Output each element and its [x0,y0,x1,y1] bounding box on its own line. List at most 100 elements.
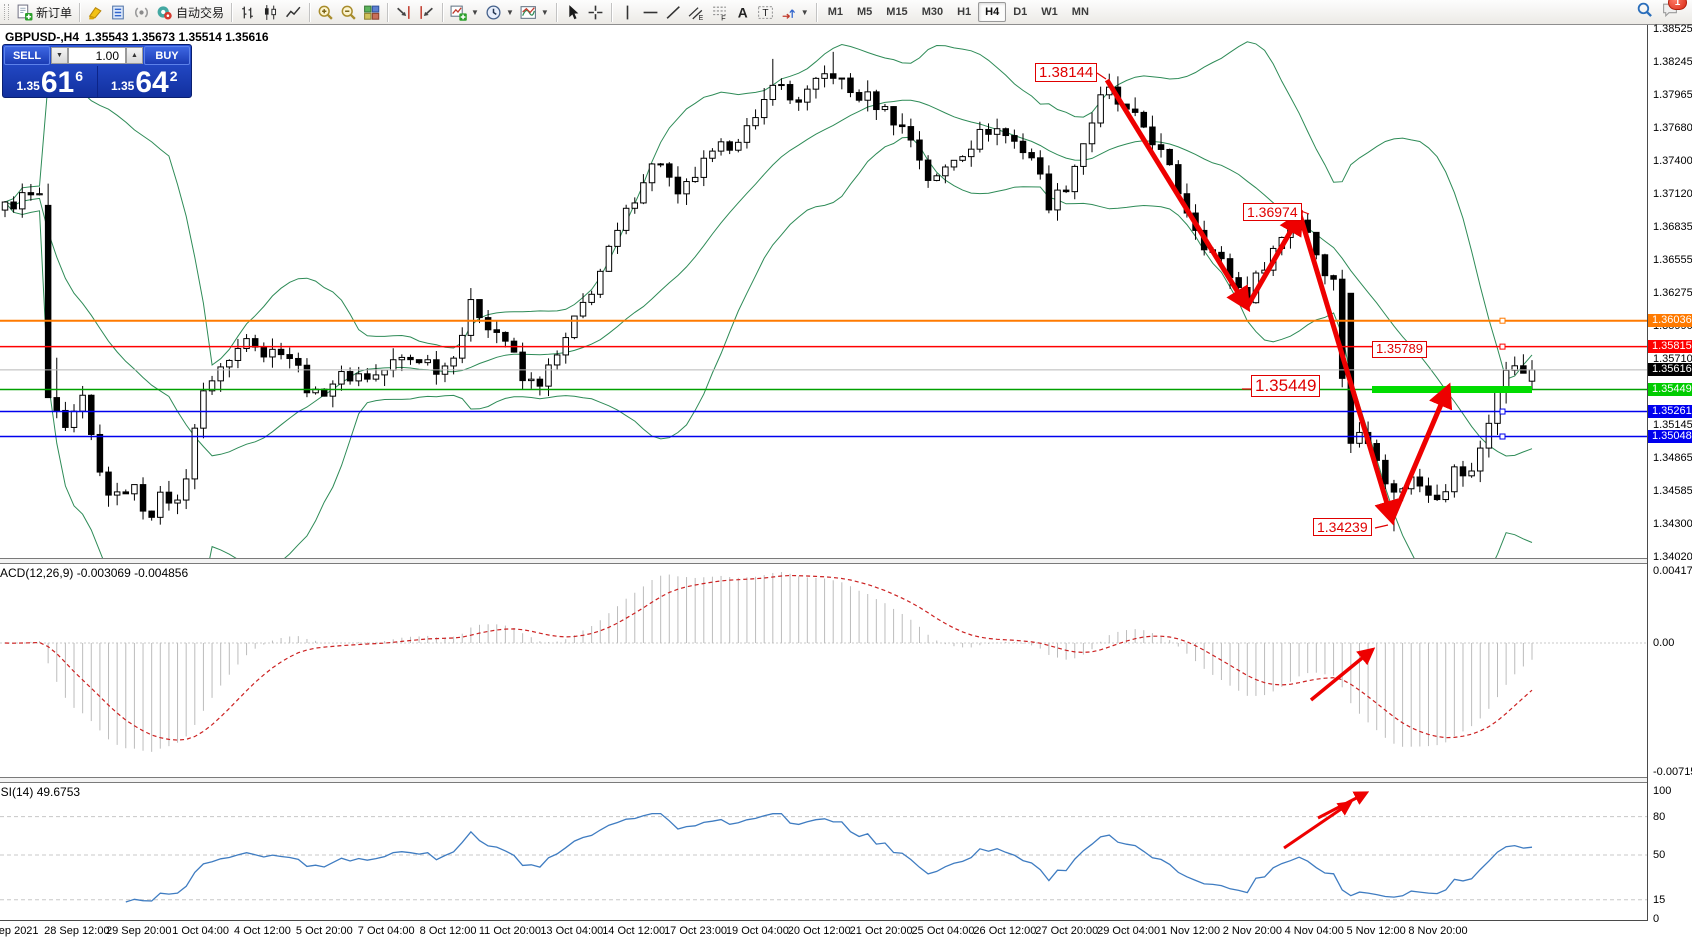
candle-body [752,117,759,127]
period-selector-button[interactable]: ▼ [482,2,517,23]
lot-decrease-button[interactable]: ▼ [51,47,68,64]
candle-body [838,77,846,80]
timeframe-m15[interactable]: M15 [886,6,908,18]
candle-body [829,73,837,79]
y-axis-label: 1.36555 [1653,253,1692,266]
candlestick-chart-button[interactable] [259,2,282,23]
text-button[interactable]: A [731,2,754,23]
x-axis-label: 1 Nov 12:00 [1160,925,1221,937]
lot-size-input[interactable]: 1.00 [68,47,126,64]
line-chart-button[interactable] [282,2,305,23]
candle-body [355,373,362,382]
x-axis-label: 20 Oct 12:00 [787,925,851,937]
price-annotation[interactable]: 1.35449 [1251,375,1321,397]
x-axis-label: 14 Oct 12:00 [602,925,666,937]
cursor-button[interactable] [561,2,584,23]
sell-quote[interactable]: 1.35 61 6 [3,66,98,98]
toolbar-right: 1 [1636,0,1689,23]
candle-body [553,354,561,366]
timeframe-mn[interactable]: MN [1071,6,1089,18]
new-chart-button[interactable]: ▼ [447,2,482,23]
auto-scroll-button[interactable] [392,2,415,23]
new-chart-icon [450,4,467,21]
toolbar-separator [231,2,233,22]
price-annotation[interactable]: 1.38144 [1035,63,1098,83]
candle-body [234,348,242,361]
rsi-up-arrow [1283,800,1353,850]
candle-body [1356,431,1363,444]
highlighter-button[interactable] [84,2,107,23]
search-icon[interactable] [1636,1,1653,23]
candle-body [597,270,604,295]
indicator-template-button[interactable]: ▼ [517,2,552,23]
toolbar-grip[interactable] [4,4,9,20]
crosshair-button[interactable] [584,2,607,23]
price-annotation[interactable]: 1.36974 [1243,203,1302,222]
candle-body [743,125,751,143]
pane-splitter-rsi[interactable] [0,777,1692,783]
chart-shift-button[interactable] [415,2,438,23]
candle-body [389,359,397,371]
timeframe-w1[interactable]: W1 [1041,6,1058,18]
trendline-button[interactable] [662,2,685,23]
buy-button[interactable]: BUY [144,46,190,65]
bar-chart-button[interactable] [236,2,259,23]
tile-windows-button[interactable] [360,2,383,23]
rsi-line [125,812,1533,903]
ohlc-values: 1.35543 1.35673 1.35514 1.35616 [85,30,269,44]
candle-body [726,141,733,151]
rsi-pane[interactable] [0,783,1647,919]
notifications-button[interactable]: 1 [1661,0,1687,23]
timeframe-m30[interactable]: M30 [921,6,944,18]
broadcast-button[interactable] [130,2,153,23]
timeframe-h1[interactable]: H1 [957,6,972,18]
dropdown-arrow-icon: ▼ [540,7,549,17]
text-label-button[interactable]: T [754,2,777,23]
line-handle [1499,433,1506,440]
candle-body [96,433,104,473]
toolbar-separator [815,2,817,22]
toolbar-groups: 新订单 自动交易 ▼ ▼ ▼ E F A T ▼ [13,2,812,23]
pane-splitter-macd[interactable] [0,558,1692,564]
fibonacci-button[interactable]: F [708,2,731,23]
vertical-line-button[interactable] [616,2,639,23]
candle-body [1071,165,1079,193]
support-zone-segment [1372,386,1532,394]
chart-title: GBPUSD-,H4 1.35543 1.35673 1.35514 1.3561… [5,30,269,44]
price-annotation[interactable]: 1.35789 [1372,341,1427,358]
zoom-in-icon [317,4,334,21]
lot-increase-button[interactable]: ▲ [126,47,143,64]
buy-quote[interactable]: 1.35 64 2 [98,66,192,98]
zoom-out-button[interactable] [337,2,360,23]
y-axis-label: 1.37400 [1653,154,1692,167]
candle-body [1321,254,1329,277]
auto-trading-button[interactable]: 自动交易 [153,2,227,23]
candle-body [113,491,121,496]
new-order-button[interactable]: 新订单 [13,2,75,23]
timeframe-h4[interactable]: H4 [978,2,1007,22]
x-axis-label: 29 Oct 04:00 [1097,925,1161,937]
timeframe-d1[interactable]: D1 [1013,6,1028,18]
candle-body [398,356,406,361]
candle-body [157,491,164,518]
macd-pane[interactable] [0,564,1647,776]
main-chart-pane[interactable] [0,25,1647,639]
equidistant-channel-button[interactable]: E [685,2,708,23]
x-axis-label: 28 Sep 12:00 [44,925,110,937]
sell-button[interactable]: SELL [4,46,50,65]
candlestick-chart-icon [262,4,279,21]
market-depth-button[interactable] [107,2,130,23]
zoom-in-button[interactable] [314,2,337,23]
arrow-shapes-button[interactable]: ▼ [777,2,812,23]
equidistant-channel-icon: E [688,4,705,21]
price-annotation[interactable]: 1.34239 [1313,518,1372,537]
horizontal-line-button[interactable] [639,2,662,23]
toolbar: 新订单 自动交易 ▼ ▼ ▼ E F A T ▼ M1 M5 M15 M30 H1 H4 D1 W1 MN 1 [0,0,1692,25]
symbol-period: GBPUSD-,H4 [5,30,80,44]
timeframe-m5[interactable]: M5 [857,6,873,18]
timeframe-m1[interactable]: M1 [827,6,843,18]
price-scale[interactable]: 1.38525 1.38245 1.37965 1.37680 1.37400 1.371… [1647,23,1692,925]
candle-body [364,373,371,380]
candle-body [631,202,639,209]
